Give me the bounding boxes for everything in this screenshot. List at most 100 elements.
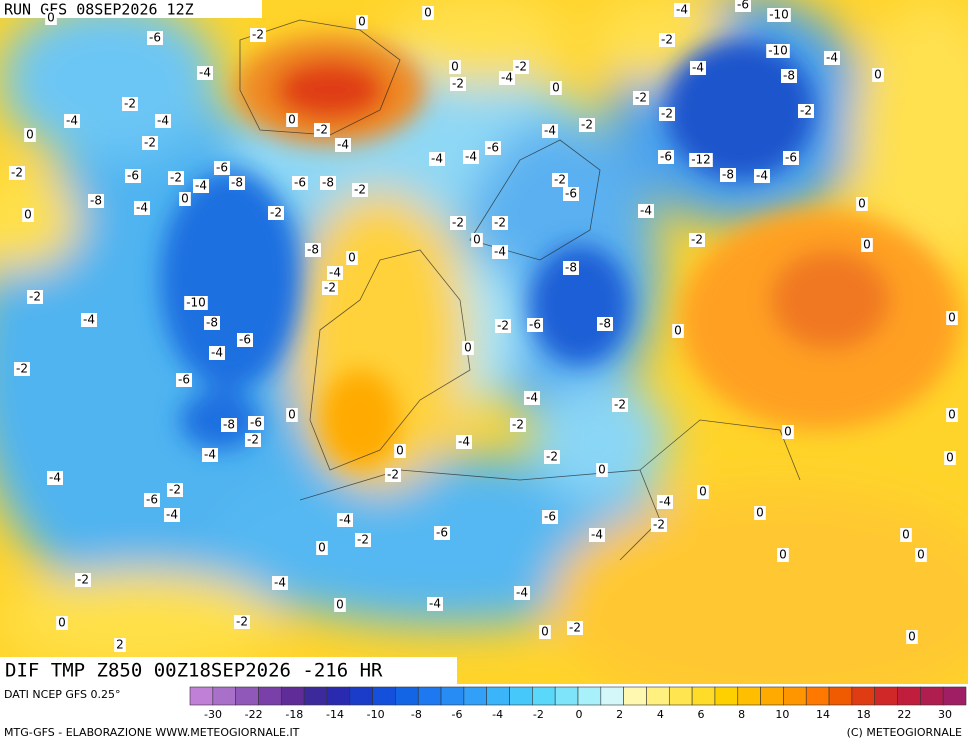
- contour-label: -10: [769, 8, 789, 22]
- contour-label: -4: [199, 66, 211, 80]
- colorbar-cell: [623, 686, 647, 706]
- colorbar-label: 2: [616, 708, 623, 721]
- contour-label: -4: [494, 245, 506, 259]
- contour-label-box: [268, 206, 284, 220]
- colorbar-cell: [486, 686, 510, 706]
- contour-label: -6: [487, 141, 499, 155]
- contour-label: -4: [458, 435, 470, 449]
- contour-label-box: [495, 319, 511, 333]
- colorbar-cell: [851, 686, 876, 706]
- contour-label-box: [462, 341, 474, 355]
- contour-label-box: [179, 192, 191, 206]
- contour-label-box: [861, 238, 873, 252]
- contour-label-box: [900, 528, 912, 542]
- contour-label-box: [449, 60, 461, 74]
- contour-label: -4: [204, 448, 216, 462]
- colorbar-label: 8: [738, 708, 745, 721]
- contour-label: -4: [136, 201, 148, 215]
- contour-label: -6: [294, 176, 306, 190]
- contour-label: -6: [250, 416, 262, 430]
- contour-label-box: [754, 169, 770, 183]
- contour-label: -8: [322, 176, 334, 190]
- contour-label: 0: [784, 425, 792, 439]
- contour-label: -2: [494, 216, 506, 230]
- contour-label: -4: [756, 169, 768, 183]
- contour-label: -2: [635, 91, 647, 105]
- colorbar-cell: [326, 686, 351, 706]
- contour-label: -2: [252, 28, 264, 42]
- contour-label: -10: [768, 44, 788, 58]
- contour-label-box: [690, 61, 706, 75]
- contour-label-box: [450, 77, 466, 91]
- contour-label-box: [434, 526, 450, 540]
- contour-label: 0: [358, 15, 366, 29]
- contour-label-box: [944, 451, 956, 465]
- contour-label: 0: [756, 506, 764, 520]
- contour-label-box: [237, 333, 253, 347]
- contour-label: 0: [598, 463, 606, 477]
- contour-label-box: [56, 616, 68, 630]
- contour-label-box: [579, 118, 595, 132]
- colorbar-cell: [600, 686, 624, 706]
- contour-label: 0: [699, 485, 707, 499]
- contour-label-box: [856, 197, 868, 211]
- contour-label: -4: [659, 495, 671, 509]
- contour-label-box: [316, 541, 328, 555]
- contour-label: -2: [653, 518, 665, 532]
- contour-label: -4: [544, 124, 556, 138]
- contour-label-box: [872, 68, 884, 82]
- colorbar-cell: [395, 686, 419, 706]
- contour-label-box: [27, 290, 43, 304]
- contour-label-box: [286, 113, 298, 127]
- contour-label-box: [542, 124, 558, 138]
- contour-label: -4: [640, 204, 652, 218]
- colorbar-cell: [532, 686, 556, 706]
- contour-label: -12: [691, 153, 711, 167]
- contour-label-box: [327, 266, 343, 280]
- colorbar-label: -4: [492, 708, 503, 721]
- contour-label: 0: [424, 6, 432, 20]
- contour-label-box: [946, 311, 958, 325]
- contour-label: -4: [166, 508, 178, 522]
- contour-label-box: [689, 233, 705, 247]
- contour-label-box: [176, 373, 192, 387]
- contour-label-box: [64, 114, 80, 128]
- contour-label: -2: [581, 118, 593, 132]
- contour-label-box: [320, 176, 336, 190]
- contour-label: -6: [216, 161, 228, 175]
- contour-label-box: [485, 141, 501, 155]
- colorbar-label: 22: [897, 708, 911, 721]
- contour-label: -6: [178, 373, 190, 387]
- contour-label: -4: [465, 150, 477, 164]
- contour-label: -2: [170, 171, 182, 185]
- colorbar-cell: [737, 686, 761, 706]
- contour-label: -4: [431, 152, 443, 166]
- colorbar-cell: [212, 686, 236, 706]
- contour-label: 0: [917, 548, 925, 562]
- contour-label-box: [14, 362, 30, 376]
- contour-label-box: [651, 518, 667, 532]
- contour-label-box: [352, 183, 368, 197]
- contour-label: -4: [337, 138, 349, 152]
- contour-label: -4: [676, 3, 688, 17]
- contour-label: 0: [908, 630, 916, 644]
- contour-label: -2: [29, 290, 41, 304]
- contour-label-box: [209, 346, 225, 360]
- contour-label: -6: [146, 493, 158, 507]
- contour-label-box: [167, 483, 183, 497]
- colorbar-cell: [760, 686, 784, 706]
- contour-label-box: [272, 576, 288, 590]
- contour-label-box: [337, 513, 353, 527]
- contour-label-box: [492, 216, 508, 230]
- contour-label: -8: [599, 317, 611, 331]
- contour-label: 0: [874, 68, 882, 82]
- contour-label: 0: [26, 128, 34, 142]
- contour-label: -8: [783, 69, 795, 83]
- contour-label-box: [45, 11, 57, 25]
- contour-label: -6: [529, 318, 541, 332]
- colorbar-cell: [372, 686, 396, 706]
- contour-label-box: [946, 408, 958, 422]
- contour-label-box: [429, 152, 445, 166]
- contour-label-box: [142, 136, 158, 150]
- contour-label: -4: [501, 71, 513, 85]
